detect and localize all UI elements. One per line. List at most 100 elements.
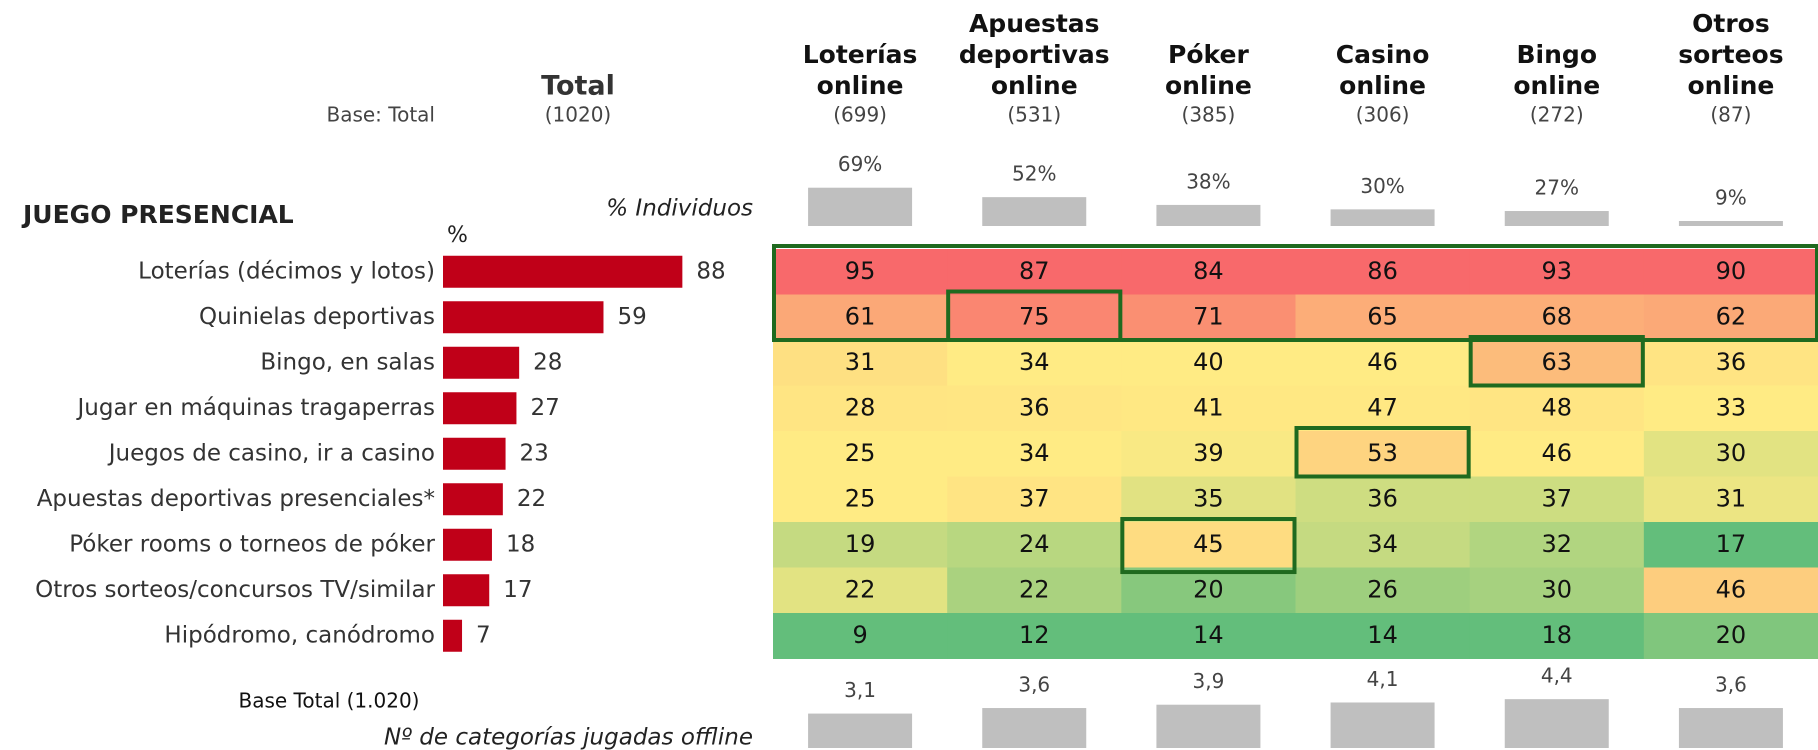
percent-label: % [447, 223, 468, 248]
avg-bar [1678, 708, 1783, 748]
row-label: Póker rooms o torneos de póker [69, 531, 435, 557]
heat-value: 68 [1541, 302, 1572, 330]
highlight-box [1120, 517, 1297, 575]
avg-label: 3,1 [844, 678, 876, 702]
total-bar [443, 392, 517, 425]
total-value: 7 [476, 622, 491, 648]
highlight-box [1468, 335, 1645, 388]
heat-cell [1643, 476, 1818, 523]
total-bar [443, 437, 506, 470]
heat-value: 31 [845, 348, 876, 376]
total-title: Total [541, 71, 615, 102]
pct-bar [982, 197, 1087, 226]
heat-cell [1295, 294, 1471, 341]
heat-cell [1469, 385, 1645, 432]
heat-cell [1469, 340, 1645, 386]
total-value: 18 [506, 531, 535, 557]
pct-label: 30% [1360, 174, 1404, 198]
avg-label: 4,1 [1367, 667, 1399, 691]
total-bar [443, 255, 683, 288]
heat-cell [773, 294, 948, 341]
heat-cell [947, 385, 1122, 432]
pct-bar [1504, 211, 1609, 226]
column-header: Póker [1168, 40, 1249, 69]
column-base: (385) [1182, 103, 1236, 127]
avg-label: 3,9 [1193, 669, 1225, 693]
heat-cell [1295, 613, 1471, 659]
heat-value: 39 [1193, 439, 1224, 467]
heat-cell [1643, 431, 1818, 477]
heat-cell [1643, 294, 1818, 341]
heat-cell [947, 567, 1122, 614]
heat-value: 34 [1019, 439, 1050, 467]
heat-cell [1121, 476, 1296, 523]
heat-value: 25 [845, 439, 876, 467]
heat-cell [1121, 431, 1296, 477]
heat-value: 47 [1367, 393, 1398, 421]
heat-cell [1643, 249, 1818, 295]
total-base: (1020) [545, 103, 612, 127]
row-label: Loterías (décimos y lotos) [138, 258, 435, 284]
heat-value: 36 [1019, 393, 1050, 421]
heat-cell [1469, 294, 1645, 341]
heat-value: 46 [1716, 575, 1747, 603]
pct-bar [1678, 221, 1783, 226]
highlight-box [946, 289, 1123, 342]
pct-label: 27% [1535, 176, 1579, 200]
heat-value: 46 [1541, 439, 1572, 467]
heat-value: 26 [1367, 575, 1398, 603]
heat-cell [1469, 249, 1645, 295]
heat-cell [1295, 567, 1471, 614]
heat-cell [1643, 340, 1818, 386]
heat-value: 61 [845, 302, 876, 330]
column-base: (531) [1007, 103, 1061, 127]
heat-value: 35 [1193, 484, 1224, 512]
total-value: 28 [533, 349, 562, 375]
total-bar [443, 619, 463, 652]
heat-cell [773, 522, 948, 568]
column-header: Otros [1692, 9, 1770, 38]
heat-value: 48 [1541, 393, 1572, 421]
total-value: 17 [503, 577, 532, 603]
avg-label: 4,4 [1541, 664, 1573, 688]
heat-cell [947, 249, 1122, 295]
heat-value: 34 [1019, 348, 1050, 376]
heat-cell [773, 567, 948, 614]
heat-cell [1643, 567, 1818, 614]
avg-bar [1156, 704, 1261, 748]
heat-cell [773, 340, 948, 386]
column-header: Apuestas [969, 9, 1100, 38]
section-title: JUEGO PRESENCIAL [21, 200, 294, 229]
total-value: 59 [617, 304, 646, 330]
column-base: (87) [1710, 103, 1751, 127]
pct-bar [1156, 204, 1261, 226]
avg-label: 3,6 [1715, 673, 1747, 697]
row-label: Juegos de casino, ir a casino [107, 440, 435, 466]
heat-cell [1121, 294, 1296, 341]
row-label: Quinielas deportivas [199, 304, 435, 330]
column-header: online [817, 71, 904, 100]
heat-value: 12 [1019, 621, 1050, 649]
row-label: Otros sorteos/concursos TV/similar [35, 577, 435, 603]
heat-value: 87 [1019, 257, 1050, 285]
heat-cell [947, 476, 1122, 523]
heat-value: 93 [1541, 257, 1572, 285]
heat-value: 40 [1193, 348, 1224, 376]
row-label: Apuestas deportivas presenciales* [37, 486, 435, 512]
heat-value: 46 [1367, 348, 1398, 376]
heat-value: 14 [1193, 621, 1224, 649]
heat-cell [1469, 476, 1645, 523]
heat-value: 30 [1716, 439, 1747, 467]
heat-cell [1295, 249, 1471, 295]
heat-value: 9 [852, 621, 867, 649]
column-base: (306) [1356, 103, 1410, 127]
pct-bar [1330, 209, 1435, 226]
heat-cell [947, 294, 1122, 341]
base-total: Base Total (1.020) [239, 689, 420, 713]
pct-bar [808, 187, 913, 226]
heat-value: 20 [1193, 575, 1224, 603]
heat-cell [947, 431, 1122, 477]
heat-cell [1643, 522, 1818, 568]
pct-label: 9% [1715, 186, 1747, 210]
row-label: Jugar en máquinas tragaperras [76, 395, 436, 421]
